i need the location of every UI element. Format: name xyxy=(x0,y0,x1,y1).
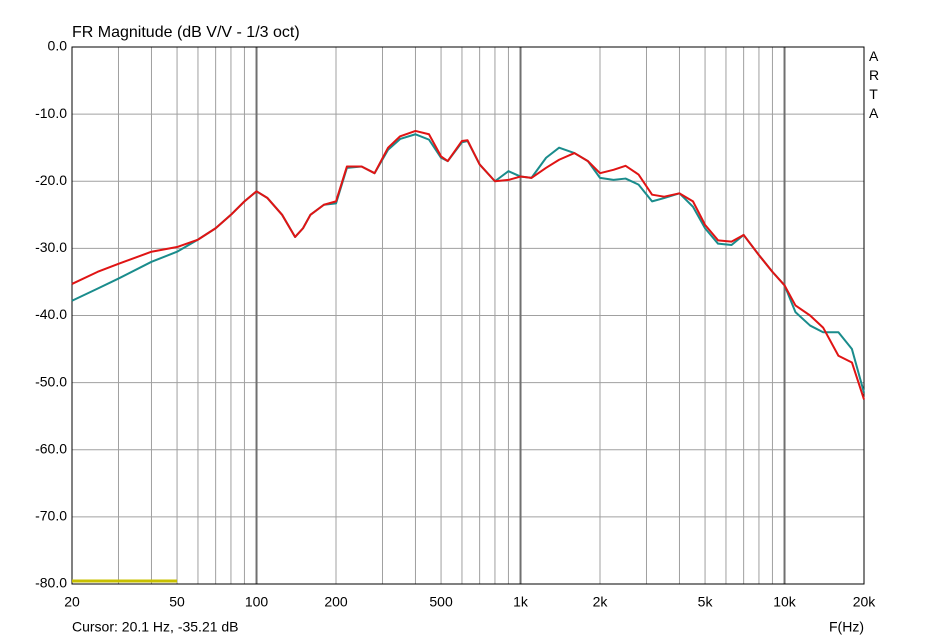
x-tick-label: 2k xyxy=(593,594,609,610)
series-line xyxy=(71,133,865,393)
cursor-readout: Cursor: 20.1 Hz, -35.21 dB xyxy=(72,619,239,635)
y-tick-label: -70.0 xyxy=(35,508,67,524)
x-tick-label: 10k xyxy=(773,594,797,610)
y-tick-label: -20.0 xyxy=(35,172,67,188)
x-tick-label: 20 xyxy=(64,594,80,610)
y-tick-label: 0.0 xyxy=(48,38,68,54)
series-line xyxy=(71,129,865,400)
y-tick-label: -10.0 xyxy=(35,105,67,121)
x-tick-label: 50 xyxy=(169,594,185,610)
side-label: ARTA xyxy=(869,48,880,121)
y-tick-label: -60.0 xyxy=(35,440,67,456)
x-tick-label: 20k xyxy=(853,594,877,610)
y-tick-label: -80.0 xyxy=(35,575,67,591)
x-tick-label: 200 xyxy=(324,594,348,610)
y-tick-label: -50.0 xyxy=(35,373,67,389)
x-tick-label: 1k xyxy=(513,594,529,610)
plot-frame xyxy=(71,46,865,585)
x-tick-label: 5k xyxy=(698,594,714,610)
x-tick-label: 500 xyxy=(429,594,453,610)
y-tick-label: -30.0 xyxy=(35,239,67,255)
x-axis-label: F(Hz) xyxy=(829,619,864,635)
y-tick-label: -40.0 xyxy=(35,306,67,322)
x-tick-label: 100 xyxy=(245,594,269,610)
chart-title: FR Magnitude (dB V/V - 1/3 oct) xyxy=(72,24,300,41)
